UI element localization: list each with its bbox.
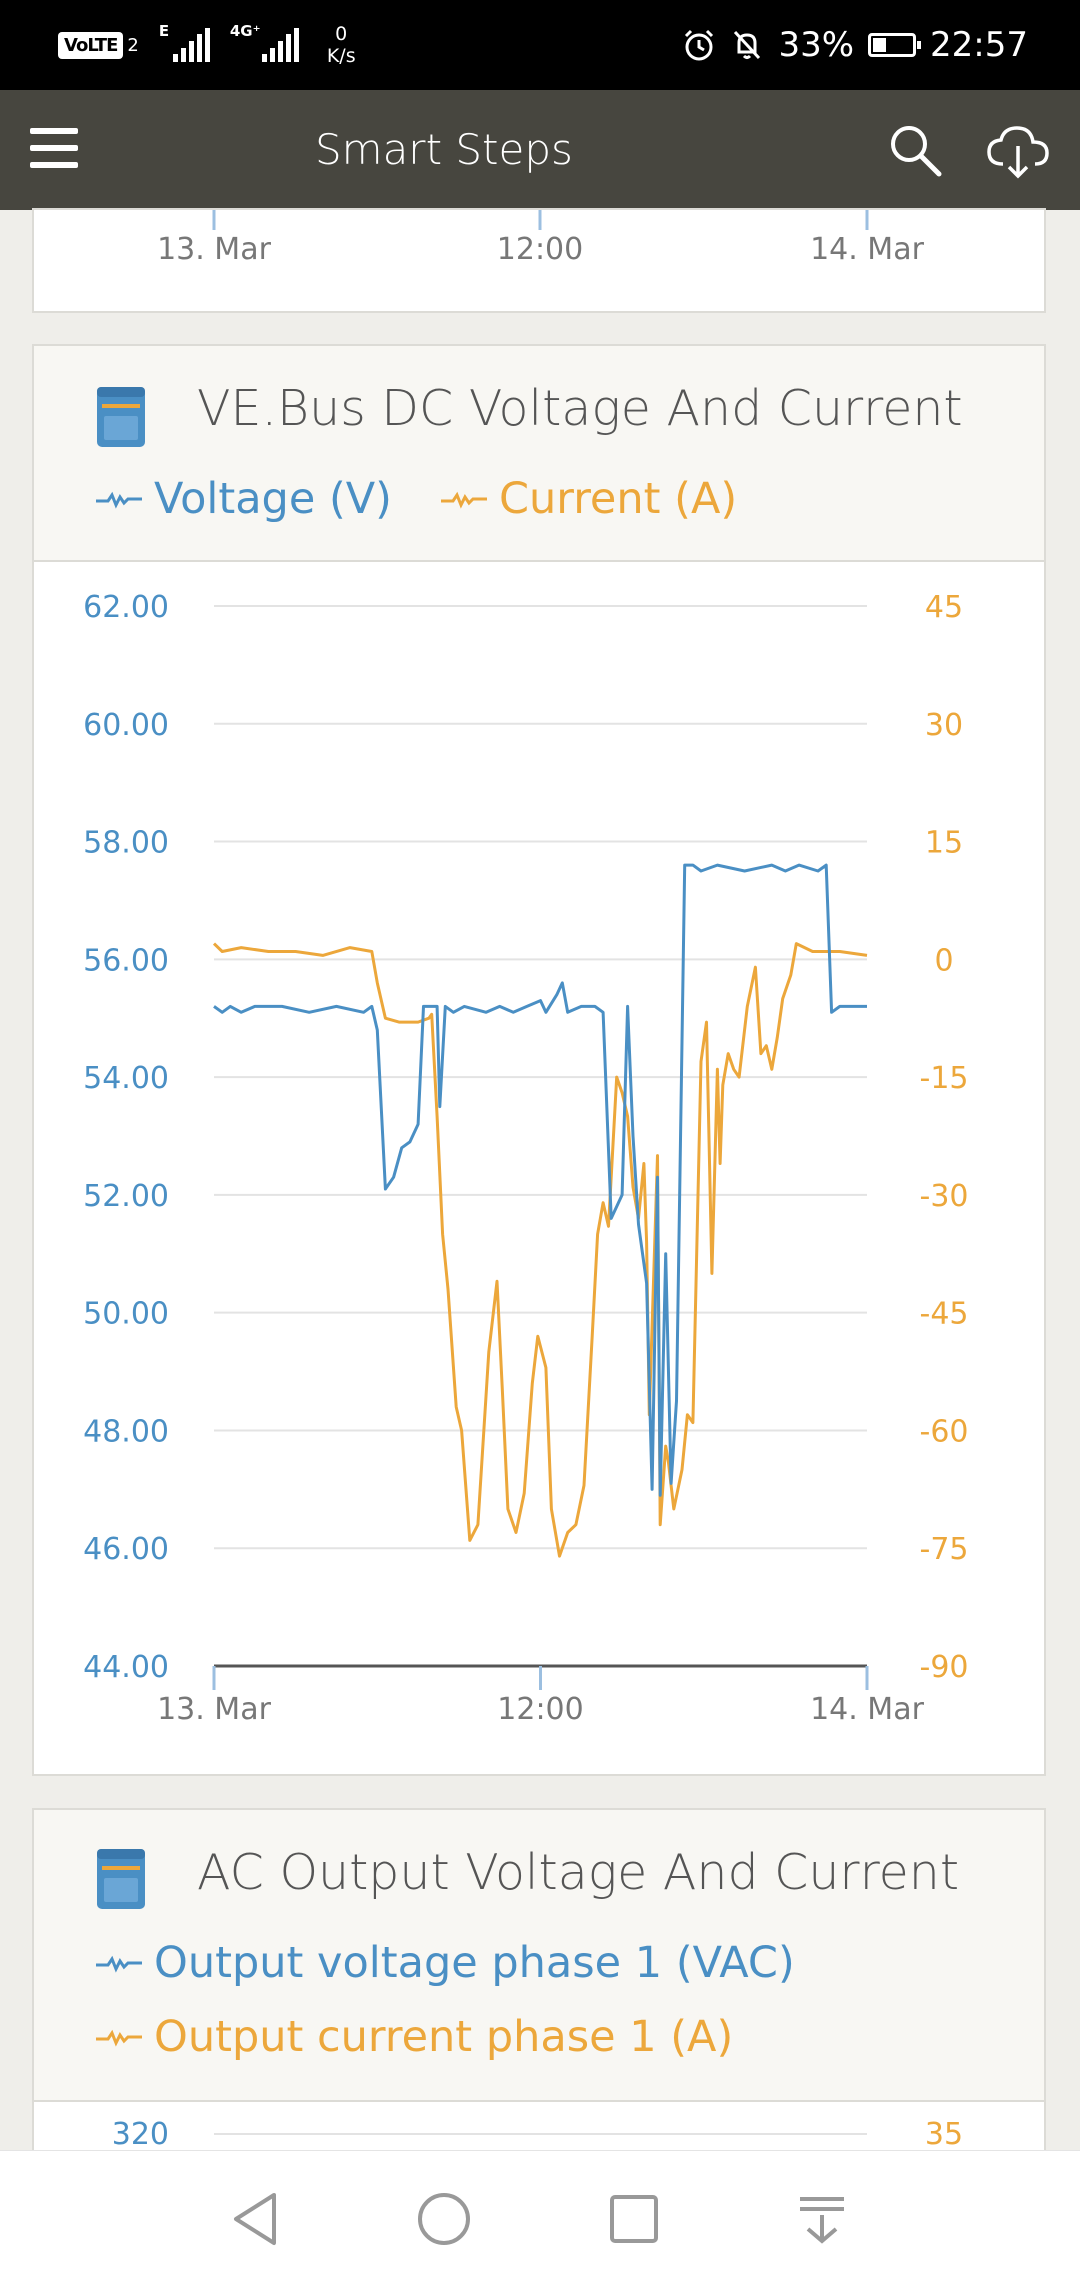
y-left-tick-4: 54.00 xyxy=(83,1061,169,1096)
y-left-tick-9: 44.00 xyxy=(83,1650,169,1685)
y-left-tick-7: 48.00 xyxy=(83,1414,169,1449)
dc-card-header: VE.Bus DC Voltage And Current Voltage (V… xyxy=(34,346,1044,562)
multiplus-device-icon-ac xyxy=(97,1849,145,1909)
y-right-tick-2: 15 xyxy=(925,826,963,861)
legend-voltage-icon xyxy=(96,491,142,509)
y-left-tick-8: 46.00 xyxy=(83,1532,169,1567)
cloud-download-icon[interactable] xyxy=(985,120,1051,180)
y-right-tick-3: 0 xyxy=(934,943,953,978)
legend-output-current-label: Output current phase 1 (A) xyxy=(154,2012,734,2062)
volte-badge: VoLTE xyxy=(58,31,124,59)
y-left-tick-5: 52.00 xyxy=(83,1179,169,1214)
y-right-tick-9: -90 xyxy=(920,1650,969,1685)
battery-percent: 33% xyxy=(778,25,855,65)
network-speed-value: 0 xyxy=(335,23,348,45)
ac-card-title: AC Output Voltage And Current xyxy=(197,1844,960,1901)
legend-output-voltage[interactable]: Output voltage phase 1 (VAC) xyxy=(94,1938,795,1988)
network-speed: 0 K/s xyxy=(327,23,356,67)
legend-output-current-icon xyxy=(96,2029,142,2047)
y-left-tick-6: 50.00 xyxy=(83,1297,169,1332)
signal-2-tag: 4G⁺ xyxy=(229,22,261,40)
y-left-tick-2: 58.00 xyxy=(83,826,169,861)
signal-1-icon: E xyxy=(159,22,210,62)
top-xtick-2: 12:00 xyxy=(497,232,583,267)
x-tick-0: 13. Mar xyxy=(157,1692,272,1727)
home-icon[interactable] xyxy=(414,2189,474,2249)
top-xtick-1: 13. Mar xyxy=(157,232,272,267)
system-nav-bar xyxy=(0,2150,1080,2281)
clock: 22:57 xyxy=(930,25,1028,65)
signal-1-tag: E xyxy=(158,22,170,40)
y-right-tick-1: 30 xyxy=(925,708,963,743)
legend-current-label: Current (A) xyxy=(499,474,738,524)
legend-output-current[interactable]: Output current phase 1 (A) xyxy=(94,2012,733,2062)
previous-chart-card: 13. Mar 12:00 14. Mar xyxy=(32,208,1046,313)
y-left-tick-1: 60.00 xyxy=(83,708,169,743)
dc-chart[interactable]: 62.00 45 60.00 30 58.00 15 56.00 0 54.00 -15 52.00… xyxy=(34,560,1044,1774)
legend-voltage-label: Voltage (V) xyxy=(154,474,392,524)
search-icon[interactable] xyxy=(885,120,945,180)
y-right-tick-5: -30 xyxy=(920,1179,969,1214)
legend-output-voltage-icon xyxy=(96,1955,142,1973)
status-bar: VoLTE 2 E 4G⁺ 0 K/s 33% 22:57 xyxy=(0,0,1080,90)
bell-muted-icon xyxy=(734,30,761,60)
ac-left-tick: 320 xyxy=(112,2117,169,2152)
sim-number: 2 xyxy=(127,34,139,56)
y-right-tick-0: 45 xyxy=(925,590,963,625)
ac-output-card: AC Output Voltage And Current Output vol… xyxy=(32,1808,1046,2208)
y-right-tick-6: -45 xyxy=(920,1297,969,1332)
legend-output-voltage-label: Output voltage phase 1 (VAC) xyxy=(154,1938,795,1988)
current-series-line xyxy=(212,942,868,1558)
x-tick-1: 12:00 xyxy=(497,1692,583,1727)
ac-chart-partial: 320 35 xyxy=(112,2117,963,2152)
x-tick-2: 14. Mar xyxy=(810,1692,925,1727)
alarm-icon xyxy=(685,29,714,61)
dc-voltage-current-card: VE.Bus DC Voltage And Current Voltage (V… xyxy=(32,344,1046,1776)
legend-current-icon xyxy=(441,491,487,509)
multiplus-device-icon xyxy=(97,387,145,447)
recents-icon[interactable] xyxy=(604,2189,664,2249)
ac-right-tick: 35 xyxy=(925,2117,963,2152)
menu-icon[interactable] xyxy=(30,128,78,172)
voltage-series-line xyxy=(213,863,867,1497)
back-icon[interactable] xyxy=(226,2189,286,2249)
top-xtick-3: 14. Mar xyxy=(810,232,925,267)
notification-pull-icon[interactable] xyxy=(792,2189,852,2249)
y-left-tick-3: 56.00 xyxy=(83,943,169,978)
ac-card-header: AC Output Voltage And Current Output vol… xyxy=(34,1810,1044,2102)
battery-icon xyxy=(868,33,922,57)
signal-2-icon: 4G⁺ xyxy=(230,22,299,62)
dc-card-title: VE.Bus DC Voltage And Current xyxy=(197,380,963,437)
legend-current[interactable]: Current (A) xyxy=(439,474,737,524)
previous-chart-axis: 13. Mar 12:00 14. Mar xyxy=(157,210,925,267)
y-right-tick-7: -60 xyxy=(920,1414,969,1449)
y-right-tick-8: -75 xyxy=(920,1532,969,1567)
network-speed-unit: K/s xyxy=(326,45,356,67)
legend-voltage[interactable]: Voltage (V) xyxy=(94,474,392,524)
y-right-tick-4: -15 xyxy=(920,1061,969,1096)
y-left-tick-0: 62.00 xyxy=(83,590,169,625)
app-title: Smart Steps xyxy=(315,125,573,174)
app-bar: Smart Steps xyxy=(0,90,1080,210)
